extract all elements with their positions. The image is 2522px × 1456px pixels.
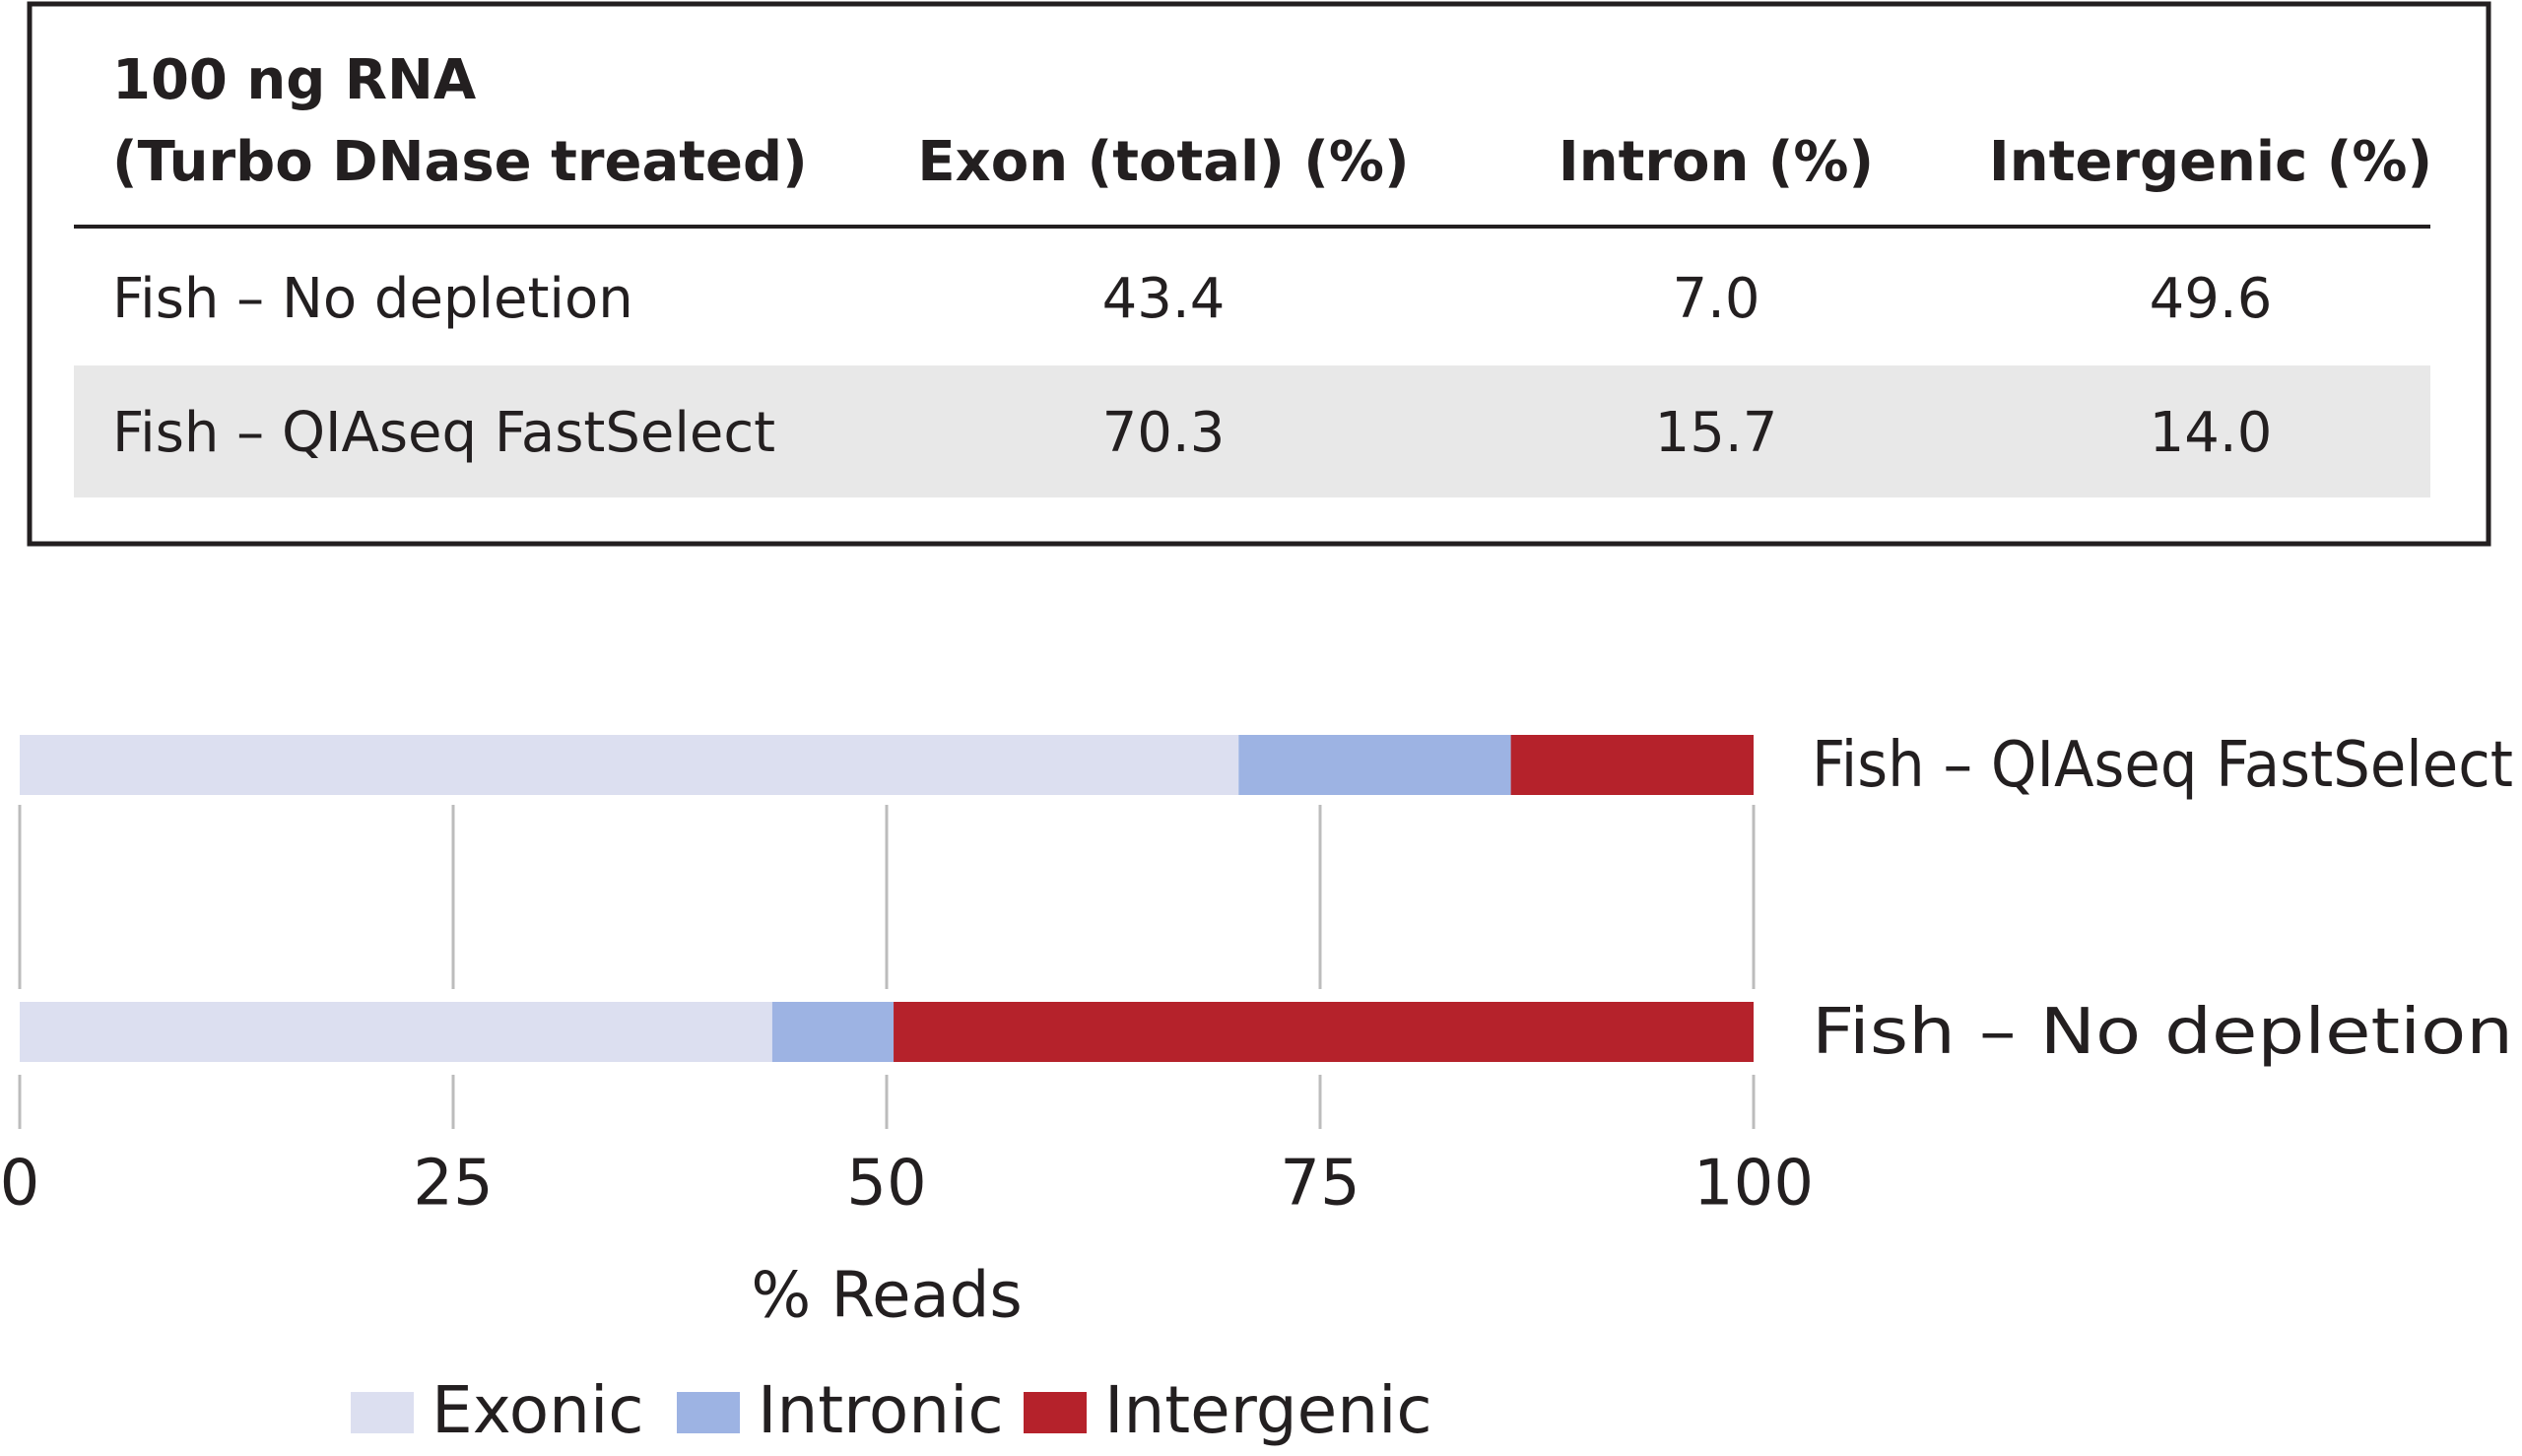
bar-segment (771, 1002, 895, 1062)
value-cell: 14.0 (2150, 401, 2273, 465)
x-axis-title: % Reads (751, 1260, 1022, 1333)
category-label: Fish – QIAseq FastSelect (1812, 729, 2513, 802)
row-band (74, 365, 2430, 497)
legend-label: Exonic (431, 1372, 644, 1448)
x-tick-label: 100 (1693, 1148, 1814, 1221)
header-cell: (Turbo DNase treated) (112, 130, 808, 194)
legend-swatch (351, 1392, 414, 1433)
value-cell: 43.4 (1102, 267, 1226, 331)
value-cell: 15.7 (1655, 401, 1778, 465)
row-label: Fish – No depletion (112, 267, 633, 331)
bar-segment (894, 1002, 1754, 1062)
legend-label: Intronic (758, 1372, 1004, 1448)
header-cell: Intron (%) (1559, 130, 1874, 194)
x-tick-label: 25 (413, 1148, 493, 1221)
bar-segment (1510, 735, 1754, 795)
bar-segment (20, 1002, 772, 1062)
row-label: Fish – QIAseq FastSelect (112, 401, 775, 465)
chart: 0 25 50 75 100 % Reads Fish – QIAseq FastSelec… (0, 729, 2513, 1448)
header-cell: Intergenic (%) (1989, 130, 2432, 194)
table-frame (27, 1, 2491, 547)
value-cell: 70.3 (1102, 401, 1226, 465)
category-label: Fish – No depletion (1812, 996, 2513, 1069)
table: 100 ng RNA (Turbo DNase treated) Exon (tot… (112, 48, 2432, 465)
legend-label: Intergenic (1104, 1372, 1432, 1448)
legend-swatch (1024, 1392, 1087, 1433)
header-cell: 100 ng RNA (112, 48, 477, 112)
value-cell: 49.6 (2150, 267, 2273, 331)
legend-swatch (677, 1392, 740, 1433)
x-tick-label: 50 (846, 1148, 926, 1221)
bar-segment (1238, 735, 1511, 795)
header-cell: Exon (total) (%) (917, 130, 1409, 194)
x-tick-label: 75 (1280, 1148, 1360, 1221)
x-tick-label: 0 (0, 1148, 39, 1221)
bar-segment (20, 735, 1239, 795)
value-cell: 7.0 (1672, 267, 1759, 331)
